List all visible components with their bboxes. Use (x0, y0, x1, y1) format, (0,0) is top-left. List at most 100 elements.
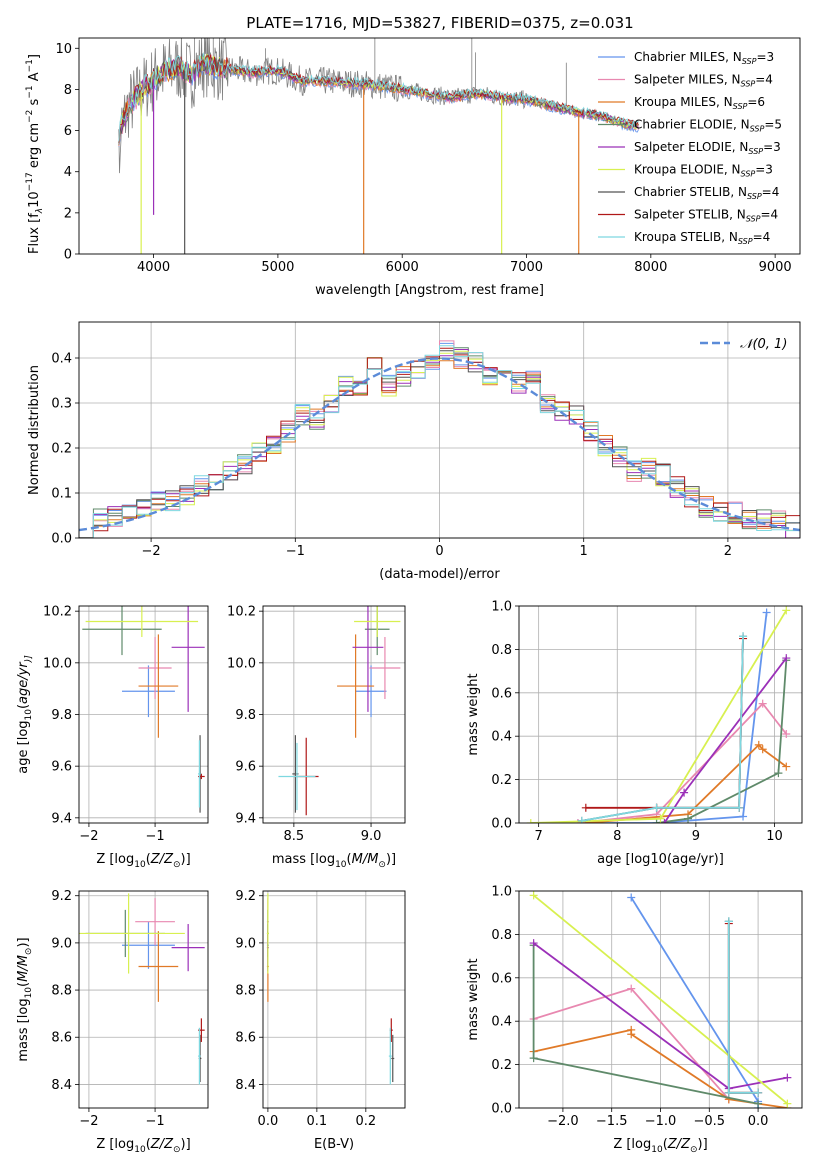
mass-weight-marker (783, 1073, 792, 1082)
label-part: ( (347, 852, 352, 867)
observed-spectrum (118, 38, 639, 174)
mass-weight-marker (774, 769, 783, 778)
tick-label-y: 9.8 (235, 708, 256, 723)
mass-weight-line (581, 636, 744, 822)
mass-weight-marker (684, 814, 693, 823)
tick-label-y: 9.0 (51, 936, 72, 951)
mass-weight-marker (782, 730, 791, 739)
tick-label-y: 0.2 (51, 442, 72, 457)
label-part: mass [log (272, 852, 335, 867)
plot-area (82, 606, 205, 813)
tick-label-x: −2 (142, 544, 161, 559)
label-part: Z/Z (150, 1137, 174, 1152)
tick-label-y: 9.6 (51, 760, 72, 775)
residual-histogram (79, 347, 800, 538)
legend-entry: Kroupa ELODIE, NSSP=3 (634, 163, 773, 179)
axes-spectrum: 4000 5000 6000 7000 8000 9000 0 2 4 6 8 10 (55, 37, 801, 275)
tick-label-x: −1 (145, 1114, 164, 1129)
tick-label-y: 0.1 (51, 487, 72, 502)
plot-area (79, 340, 800, 538)
mass-weight-line (530, 609, 788, 823)
legend-nssp: =6 (747, 95, 765, 109)
tick-label-x: 8.5 (284, 829, 305, 844)
axes-mass_vs_Z: −2 −1 8.4 8.6 8.8 9.0 9.2 (51, 889, 209, 1129)
legend-entry: Salpeter MILES, NSSP=4 (634, 73, 773, 89)
label-part: A (27, 72, 42, 85)
mass-weight-line (581, 636, 744, 822)
x-axis-label: Z [log10(Z/Z⊙)] (96, 852, 190, 870)
label-part: ( (667, 852, 672, 867)
legend-entry: Salpeter STELIB, NSSP=4 (634, 208, 778, 224)
tick-label-x: 5000 (261, 260, 294, 275)
mass-weight-marker (762, 608, 771, 617)
label-part: 10 (134, 1145, 146, 1155)
label-part: erg cm (27, 123, 42, 172)
mass-weight-marker (754, 740, 763, 749)
legend-name: Kroupa ELODIE, N (634, 163, 741, 177)
tick-label-x: 9 (692, 829, 700, 844)
legend-name: Kroupa STELIB, N (634, 230, 738, 244)
axes-frame (518, 890, 803, 1109)
legend-name: Chabrier STELIB, N (634, 185, 747, 199)
label-part: M/M (16, 955, 31, 982)
tick-label-x: 2 (724, 544, 732, 559)
tick-label-x: 6000 (386, 260, 419, 275)
mass-weight-marker (782, 762, 791, 771)
tick-label-y: 6 (64, 124, 72, 139)
tick-label-x: 4000 (137, 260, 170, 275)
axes-frame (262, 890, 406, 1109)
normal-reference-curve (79, 357, 800, 532)
plot-area (278, 606, 401, 816)
label-part: )] (24, 655, 34, 664)
legend-sub: SSP (746, 215, 761, 224)
mass-weight-marker (782, 606, 791, 615)
x-axis-label: E(B-V) (314, 1137, 354, 1152)
axes-frame (78, 605, 209, 824)
plot-area (526, 606, 791, 823)
mass-weight-line (578, 612, 768, 823)
tick-label-x: 7 (535, 829, 543, 844)
legend-name: Chabrier MILES, N (634, 50, 742, 64)
axes-frame (78, 890, 209, 1109)
tick-label-y: 8.4 (51, 1078, 72, 1093)
tick-label-x: −2.0 (547, 1114, 579, 1129)
mass-weight-marker (783, 1099, 792, 1108)
label-part: −2 (25, 110, 35, 123)
tick-label-y: 8.6 (51, 1031, 72, 1046)
tick-label-x: −1.0 (645, 1114, 677, 1129)
tick-label-x: −0.5 (694, 1114, 726, 1129)
plot-area (79, 893, 205, 1085)
label-part: 10 (650, 852, 667, 867)
mass-weight-marker (627, 984, 636, 993)
label-part: ⊙ (378, 860, 386, 870)
tick-label-x: 9000 (759, 260, 792, 275)
label-part: −17 (25, 172, 35, 191)
tick-label-y: 1.0 (491, 885, 512, 900)
tick-label-y: 1.0 (491, 600, 512, 615)
legend-name: Salpeter ELODIE, N (634, 140, 748, 154)
tick-label-y: 10.2 (227, 605, 256, 620)
label-part: )] (181, 852, 191, 867)
label-part: Z [log (96, 852, 134, 867)
tick-label-y: 0.6 (491, 971, 512, 986)
legend-sub: SSP (733, 102, 748, 111)
axes-frame (78, 37, 801, 255)
tick-label-x: 1 (580, 544, 588, 559)
label-part: Z [log (613, 1137, 651, 1152)
legend-entry: Chabrier ELODIE, NSSP=5 (634, 118, 782, 134)
label-part: )] (181, 1137, 191, 1152)
tick-label-y: 0.6 (491, 686, 512, 701)
label-part: Flux [f (27, 213, 42, 254)
legend-nssp: =3 (756, 50, 774, 64)
label-part: s (27, 98, 42, 109)
tick-label-y: 0.8 (491, 643, 512, 658)
label-part: )] (386, 852, 396, 867)
tick-label-y: 0.4 (51, 352, 72, 367)
mass-weight-marker (529, 939, 538, 948)
y-axis-label: mass weight (466, 958, 481, 1040)
label-part: 10 (27, 191, 42, 208)
label-part: ( (16, 704, 31, 709)
plot-area (118, 38, 639, 254)
label-part: Z [log (96, 1137, 134, 1152)
tick-label-x: 0.0 (748, 1114, 769, 1129)
